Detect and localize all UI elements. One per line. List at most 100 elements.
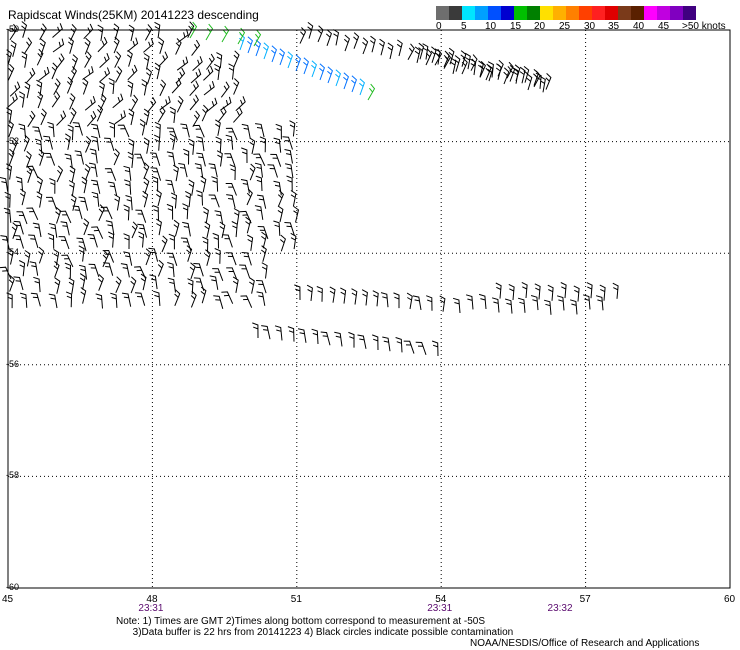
wind-barb [145,248,152,266]
wind-barb [65,291,73,308]
wind-barb [194,163,204,178]
wind-barb [39,38,46,56]
wind-barb [213,295,224,309]
wind-barb [68,180,75,197]
wind-barb [141,79,148,96]
wind-barb [46,196,58,210]
wind-barb [261,231,267,249]
wind-barb [135,209,147,223]
longitude-label: 57 [579,594,591,605]
wind-barb [189,262,196,280]
wind-barb [221,291,234,304]
wind-barb [214,248,221,264]
wind-barb [200,286,207,304]
wind-barb [24,37,33,54]
wind-barb [193,263,204,277]
wind-barb [13,220,24,235]
wind-barb [187,21,195,38]
wind-barb [113,23,120,41]
wind-barb [263,42,269,60]
wind-barb [189,80,200,97]
wind-barb [290,232,297,250]
wind-barb [102,249,115,263]
wind-barb [56,165,64,183]
wind-barb [325,29,332,46]
wind-barb [20,188,26,206]
wind-barb [361,289,368,306]
scale-swatch [618,6,631,20]
wind-barb [112,93,124,109]
wind-barb [107,231,115,248]
scale-swatch [670,6,683,20]
wind-barb [407,43,415,61]
wind-barb [34,138,43,154]
wind-barb [595,295,604,311]
wind-barb [97,24,104,41]
wind-barb [143,108,150,126]
wind-barb [225,127,238,141]
wind-barb [11,137,18,155]
wind-barb [188,179,195,196]
wind-barb [180,237,192,251]
wind-barb [249,137,256,155]
wind-barb [487,61,494,78]
wind-barb [26,166,33,183]
wind-barb [127,151,134,168]
wind-barb [171,77,182,94]
scale-swatch [501,6,514,20]
wind-barb [166,252,178,266]
wind-barb [190,290,197,308]
wind-barb [261,245,267,262]
wind-barb [110,292,118,308]
wind-barb [426,295,433,311]
wind-barb [152,205,159,221]
wind-barb [217,106,227,123]
wind-barb [206,97,218,113]
wind-barb [37,91,44,109]
scale-label: 20 [534,21,546,32]
wind-barb [140,273,147,291]
wind-barb [329,286,336,303]
wind-barb [143,177,150,194]
wind-barb [72,122,83,136]
pass-time-label: 23:32 [547,603,573,614]
wind-barb [84,96,96,111]
wind-barb [67,124,74,141]
wind-barb [534,283,541,300]
longitude-label: 45 [2,594,14,605]
wind-barb [40,108,47,126]
wind-barb [84,163,91,181]
wind-barb [247,234,254,251]
wind-barb [240,179,250,194]
scale-swatch [514,6,527,20]
wind-barb [485,63,492,81]
wind-barb [13,276,24,291]
wind-barb [137,223,148,238]
wind-barb [190,68,202,84]
wind-barb [526,73,533,91]
wind-barb [495,282,502,299]
wind-barb [19,292,28,308]
wind-barb [395,337,403,353]
wind-barb [47,233,55,249]
wind-barb [21,51,28,68]
wind-barb [70,66,78,83]
wind-barb [224,153,236,167]
wind-barb [512,67,519,84]
wind-barb [320,331,331,346]
wind-barb [52,38,65,53]
latitude-label: -50 [6,24,20,34]
wind-barb [28,234,39,249]
wind-barb [275,123,282,140]
wind-barb [470,58,477,76]
wind-barb [503,67,510,85]
scale-label: >50 knots [682,21,726,32]
wind-barb [196,152,206,167]
wind-barb [65,133,71,150]
wind-barb [83,218,90,236]
pass-time-label: 23:31 [138,603,164,614]
wind-barb [208,194,220,208]
wind-barb [108,77,115,95]
wind-barb [273,220,281,236]
wind-barb [216,52,223,69]
